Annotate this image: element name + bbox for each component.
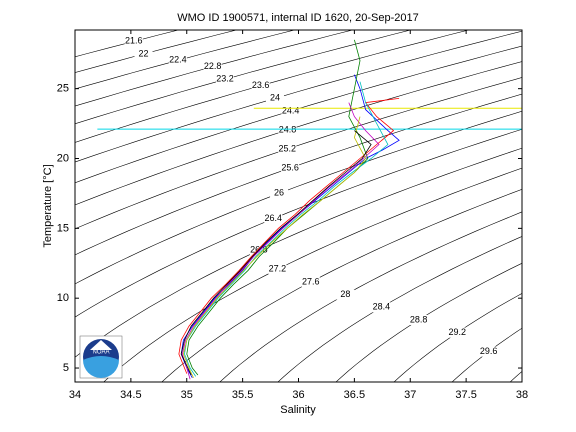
contour-label: 28 (340, 289, 350, 299)
contour-label-bg (278, 125, 297, 136)
profile-line (180, 130, 372, 376)
contour-label-bg (265, 93, 284, 104)
profile-line (182, 116, 367, 378)
contour-label: 22.4 (169, 55, 187, 65)
contour-label-bg (168, 55, 187, 66)
contour-label: 29.2 (449, 327, 467, 337)
y-tick-label: 5 (63, 362, 69, 374)
contour-label-bg (372, 302, 391, 313)
logo-wave (83, 356, 119, 378)
contour-label: 26.4 (265, 213, 283, 223)
profile-line (181, 102, 380, 380)
contour-label: 26 (274, 188, 284, 198)
contour-label-bg (203, 61, 222, 72)
x-tick-label: 37.5 (455, 389, 476, 401)
x-tick-label: 36.5 (344, 389, 365, 401)
contour-label-bg (124, 36, 143, 47)
contour-label-bg (264, 213, 283, 224)
contour-label-bg (270, 188, 289, 199)
profile-line (178, 98, 400, 374)
contour-label: 22 (139, 48, 149, 58)
contour-line (75, 30, 522, 163)
contour-label-bg (448, 327, 467, 338)
contour-label-bg (479, 346, 498, 357)
contour-label-bg (336, 289, 355, 300)
x-tick-label: 34.5 (120, 389, 141, 401)
y-tick-label: 10 (57, 292, 69, 304)
contour-line (335, 262, 522, 382)
contour-label: 23.6 (252, 80, 270, 90)
contour-line (75, 30, 296, 90)
contour-label: 28.4 (373, 302, 391, 312)
contour-label: 23.2 (216, 74, 234, 84)
contour-label-bg (278, 144, 297, 155)
contour-label-bg (409, 314, 428, 325)
x-tick-label: 36 (292, 389, 304, 401)
contour-label-bg (281, 163, 300, 174)
contour-line (75, 30, 470, 143)
contour-line (75, 30, 354, 107)
contour-label: 29.6 (480, 346, 498, 356)
contour-line (161, 188, 522, 382)
contour-label: 22.8 (204, 61, 222, 71)
contour-line (103, 167, 522, 382)
contour-label: 25.6 (281, 162, 299, 172)
contour-label-bg (134, 49, 153, 60)
contour-label-bg (301, 276, 320, 287)
contour-label-bg (281, 106, 300, 117)
contour-line (219, 211, 522, 382)
contour-label-bg (251, 80, 270, 91)
profile-line (186, 39, 369, 376)
x-tick-label: 35.5 (232, 389, 253, 401)
contour-label: 24 (270, 93, 280, 103)
contour-line (75, 61, 522, 206)
y-tick-label: 20 (57, 152, 69, 164)
contour-label: 24.4 (282, 105, 300, 115)
x-tick-label: 37 (404, 389, 416, 401)
contour-label: 21.6 (125, 36, 143, 46)
y-tick-label: 25 (57, 83, 69, 95)
logo-bird (90, 340, 112, 350)
contour-label: 27.6 (302, 276, 320, 286)
x-tick-label: 34 (69, 389, 81, 401)
contour-line (75, 110, 522, 285)
x-axis-label: Salinity (280, 404, 316, 416)
contour-label: 25.2 (279, 143, 297, 153)
contour-line (451, 327, 522, 382)
contour-line (75, 77, 522, 230)
contour-line (75, 128, 522, 318)
x-tick-label: 35 (181, 389, 193, 401)
logo-text: NOAA (92, 350, 109, 356)
contour-line (75, 93, 522, 256)
contour-label: 28.8 (410, 314, 428, 324)
x-tick-label: 38 (516, 389, 528, 401)
contour-label-bg (215, 74, 234, 85)
contour-label-bg (268, 264, 287, 275)
chart-title: WMO ID 1900571, internal ID 1620, 20-Sep… (177, 12, 419, 24)
contour-line (75, 45, 522, 184)
y-axis-label: Temperature [°C] (42, 164, 54, 247)
noaa-logo: NOAA (79, 335, 123, 379)
y-tick-label: 15 (57, 222, 69, 234)
contour-line (75, 147, 522, 358)
contour-line (277, 236, 522, 382)
contour-label: 27.2 (269, 264, 287, 274)
profiles (97, 39, 522, 380)
